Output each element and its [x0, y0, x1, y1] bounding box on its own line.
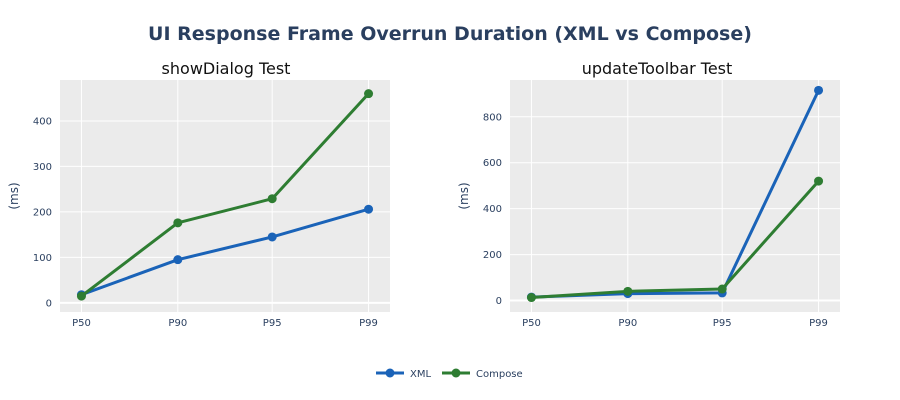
y-tick-label: 300 [33, 162, 52, 173]
y-tick-label: 100 [33, 253, 52, 264]
data-point-compose [814, 176, 824, 186]
data-point-compose [623, 286, 633, 296]
x-tick-label: P99 [809, 318, 828, 329]
y-tick-label: 600 [483, 158, 502, 169]
y-tick-label: 800 [483, 112, 502, 123]
plot-area [60, 80, 390, 312]
x-tick-label: P50 [72, 318, 91, 329]
x-tick-label: P90 [168, 318, 187, 329]
data-point-compose [267, 194, 277, 204]
data-point-compose [173, 218, 183, 228]
y-axis-label: (ms) [7, 182, 21, 209]
data-point-xml [364, 204, 374, 214]
legend-marker-xml [385, 368, 395, 378]
series-line-xml [79, 207, 371, 297]
y-tick-label: 200 [483, 250, 502, 261]
legend-marker-compose [451, 368, 461, 378]
data-point-compose [717, 284, 727, 294]
series-line-compose [79, 92, 371, 298]
data-point-compose [526, 293, 536, 303]
y-axis-label: (ms) [457, 182, 471, 209]
x-tick-label: P95 [713, 318, 732, 329]
subplot-title: updateToolbar Test [582, 59, 733, 78]
y-tick-label: 400 [33, 116, 52, 127]
series-line-compose [529, 179, 821, 300]
plot-area [510, 80, 840, 312]
data-point-xml [173, 255, 183, 265]
legend-label: Compose [476, 369, 523, 380]
subplot-1: 0 100 200 300 400 P50 P90 P95 P99 showDialog Test… [7, 59, 390, 329]
data-point-compose [364, 89, 374, 99]
legend[interactable]: XML Compose [376, 368, 523, 381]
x-tick-label: P95 [263, 318, 282, 329]
x-tick-label: P50 [522, 318, 541, 329]
subplot-title: showDialog Test [162, 59, 291, 78]
legend-item-xml[interactable]: XML [376, 368, 431, 381]
y-tick-label: 0 [496, 296, 502, 307]
x-tick-label: P90 [618, 318, 637, 329]
y-tick-label: 200 [33, 207, 52, 218]
legend-item-compose[interactable]: Compose [442, 368, 523, 381]
chart-title: UI Response Frame Overrun Duration (XML … [148, 23, 752, 45]
y-tick-label: 400 [483, 204, 502, 215]
subplot-2: 0 200 400 600 800 P50 P90 P95 P99 updateToolbar T… [457, 59, 840, 329]
y-tick-label: 0 [46, 298, 52, 309]
x-tick-label: P99 [359, 318, 378, 329]
data-point-xml [814, 85, 824, 95]
data-point-xml [267, 232, 277, 242]
data-point-compose [76, 291, 86, 301]
legend-label: XML [410, 369, 431, 380]
